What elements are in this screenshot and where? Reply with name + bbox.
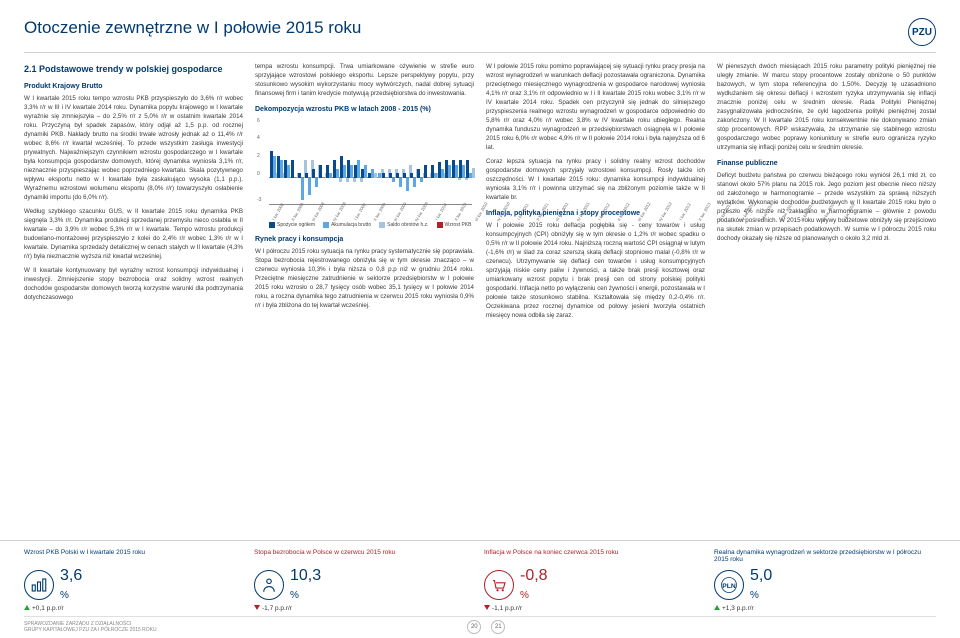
kpi-value: -0,8% [520, 567, 548, 603]
pkb-chart: -30246 I kw. 2008II kw. 2008III kw. 2008… [255, 119, 474, 229]
chart-title: Dekompozycja wzrostu PKB w latach 2008 -… [255, 105, 474, 115]
para: Coraz lepsza sytuacja na rynku pracy i s… [486, 158, 705, 203]
body-columns: 2.1 Podstawowe trendy w polskiej gospoda… [24, 63, 936, 326]
kpi-value: 10,3% [290, 567, 321, 603]
column-4: W pierwszych dwóch miesiącach 2015 roku … [717, 63, 936, 326]
kpi-card: Inflacja w Polsce na koniec czerwca 2015… [484, 549, 706, 612]
column-1: 2.1 Podstawowe trendy w polskiej gospoda… [24, 63, 243, 326]
section-title: 2.1 Podstawowe trendy w polskiej gospoda… [24, 63, 243, 76]
kpi-value: 5,0% [750, 567, 772, 603]
pagenum-left: 20 [467, 620, 481, 634]
page-header: Otoczenie zewnętrzne w I połowie 2015 ro… [24, 18, 936, 53]
page-title: Otoczenie zewnętrzne w I połowie 2015 ro… [24, 18, 361, 38]
subhead-finanse: Finanse publiczne [717, 159, 936, 169]
kpi-icon [254, 570, 284, 600]
kpi-icon [484, 570, 514, 600]
kpi-title: Realna dynamika wynagrodzeń w sektorze p… [714, 549, 936, 563]
para: Według szybkiego szacunku GUS, w II kwar… [24, 208, 243, 262]
kpi-card: Realna dynamika wynagrodzeń w sektorze p… [714, 549, 936, 612]
pagenum-right: 21 [491, 620, 505, 634]
column-2: tempa wzrostu konsumpcji. Trwa umiarkowa… [255, 63, 474, 326]
kpi-icon: PLN [714, 570, 744, 600]
subhead-rynek: Rynek pracy i konsumpcja [255, 235, 474, 245]
logo-pzu: PZU [908, 18, 936, 46]
kpi-row: Wzrost PKB Polski w I kwartale 2015 roku… [0, 540, 960, 612]
kpi-title: Inflacja w Polsce na koniec czerwca 2015… [484, 549, 706, 563]
footer-pagenums: 20 21 [467, 620, 505, 634]
para: W I kwartale 2015 roku tempo wzrostu PKB… [24, 95, 243, 203]
kpi-delta: +0,1 p.p.r/r [24, 605, 246, 612]
para: W pierwszych dwóch miesiącach 2015 roku … [717, 63, 936, 153]
page-footer: SPRAWOZDANIE ZARZĄDU Z DZIAŁALNOŚCI GRUP… [24, 616, 936, 634]
subhead-pkb: Produkt Krajowy Brutto [24, 82, 243, 92]
column-3: W I połowie 2015 roku pomimo poprawiając… [486, 63, 705, 326]
kpi-card: Wzrost PKB Polski w I kwartale 2015 roku… [24, 549, 246, 612]
para: W I połowie 2015 roku pomimo poprawiając… [486, 63, 705, 153]
kpi-card: Stopa bezrobocia w Polsce w czerwcu 2015… [254, 549, 476, 612]
kpi-title: Stopa bezrobocia w Polsce w czerwcu 2015… [254, 549, 476, 563]
kpi-value: 3,6% [60, 567, 82, 603]
svg-text:PLN: PLN [722, 583, 736, 590]
kpi-title: Wzrost PKB Polski w I kwartale 2015 roku [24, 549, 246, 563]
para: W II kwartale kontynuowany był wyraźny w… [24, 267, 243, 303]
para: tempa wzrostu konsumpcji. Trwa umiarkowa… [255, 63, 474, 99]
kpi-delta: -1,1 p.p.r/r [484, 605, 706, 612]
kpi-delta: +1,3 p.p.r/r [714, 605, 936, 612]
para: W I półroczu 2015 roku sytuacja na rynku… [255, 248, 474, 311]
kpi-icon [24, 570, 54, 600]
para: W I połowie 2015 roku deflacja pogłębiła… [486, 222, 705, 321]
footer-left: SPRAWOZDANIE ZARZĄDU Z DZIAŁALNOŚCI GRUP… [24, 621, 157, 633]
footer-line2: GRUPY KAPITAŁOWEJ PZU ZA I PÓŁROCZE 2015… [24, 627, 157, 633]
kpi-delta: -1,7 p.p.r/r [254, 605, 476, 612]
